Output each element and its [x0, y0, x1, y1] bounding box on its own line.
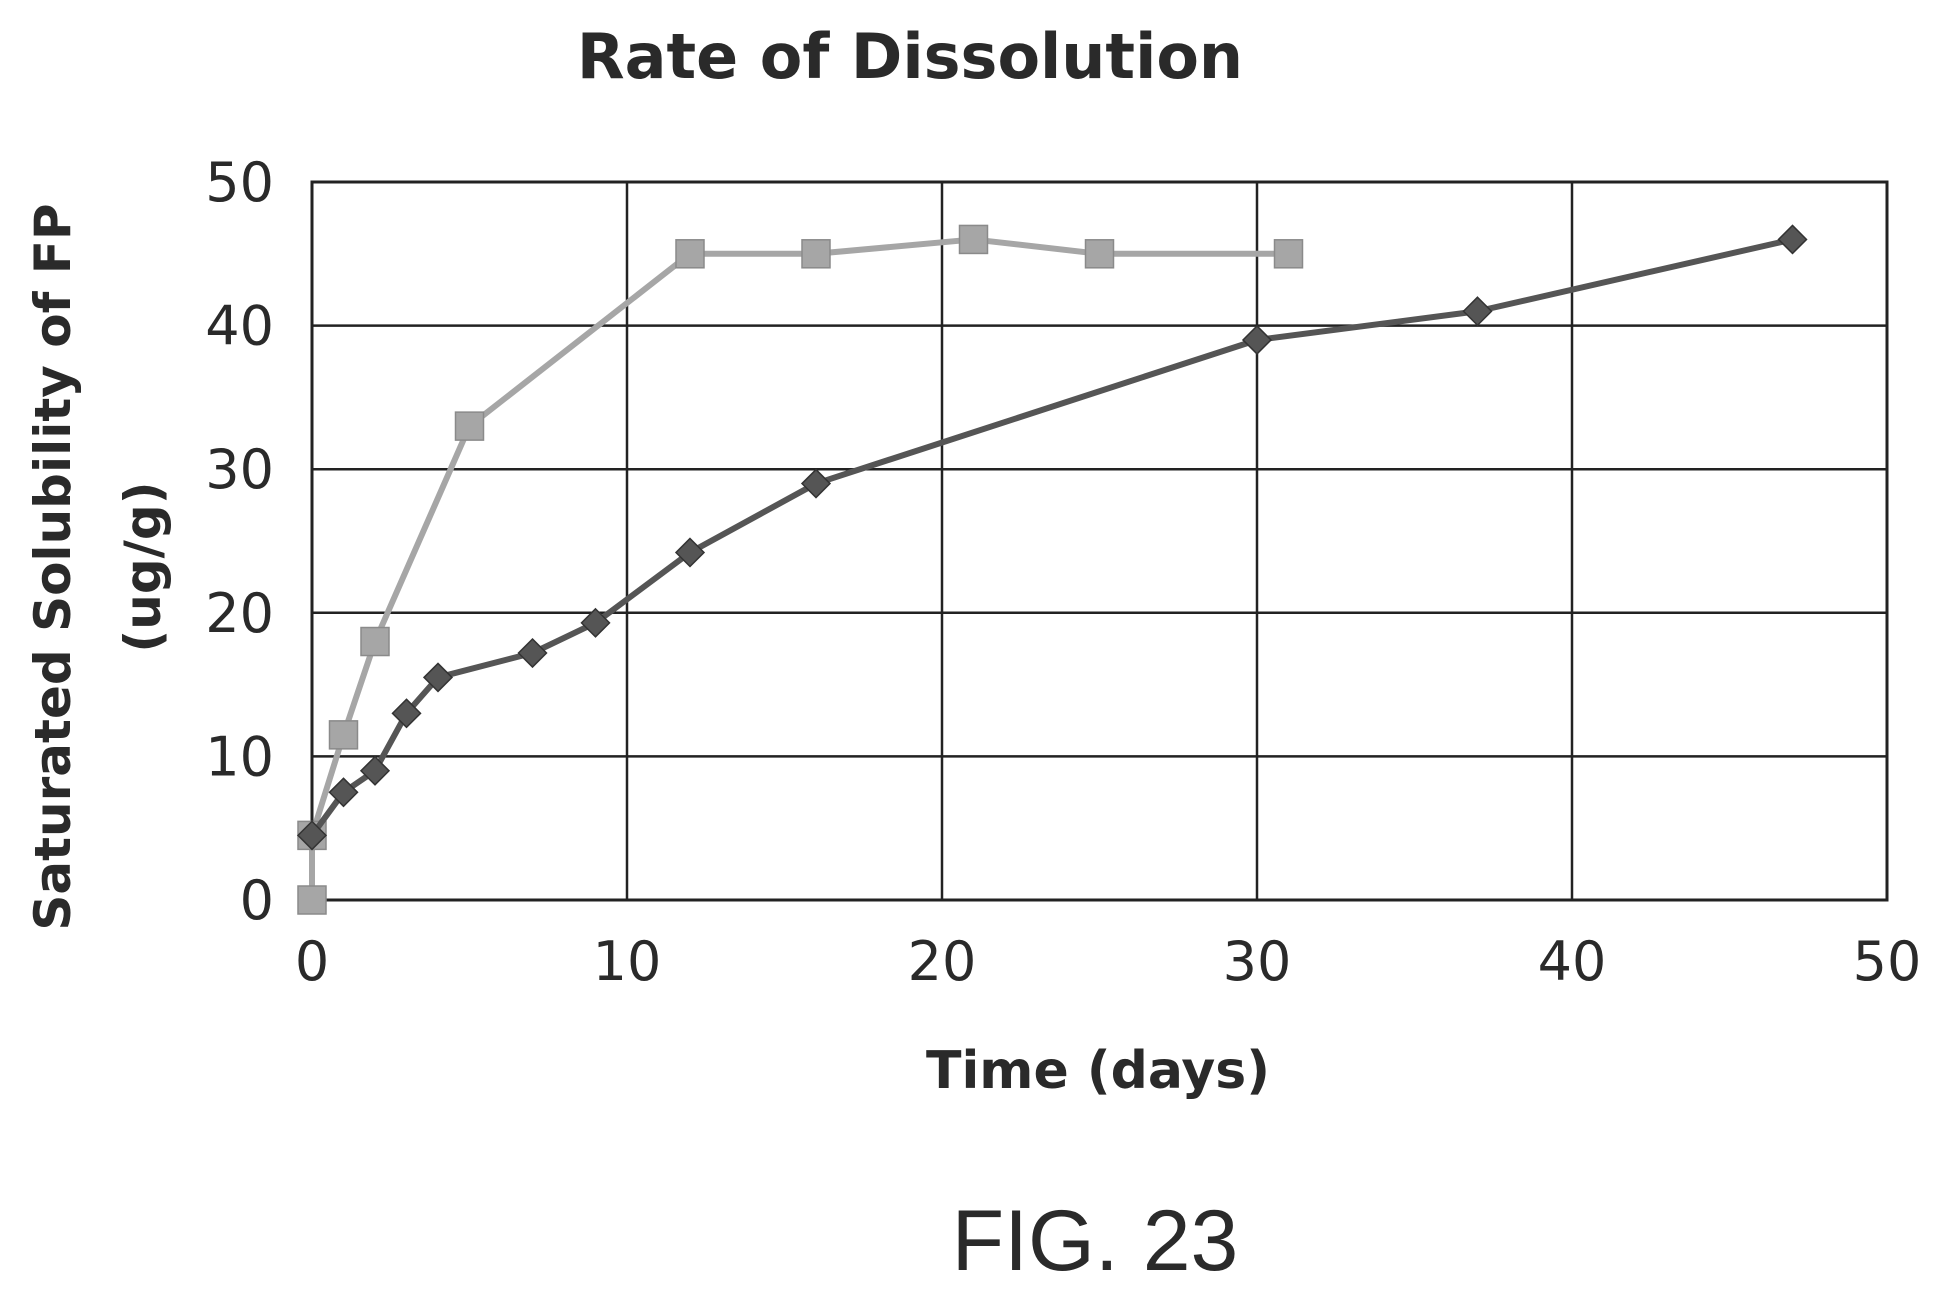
diamond-marker: [359, 755, 391, 786]
series-2: [296, 224, 1808, 851]
x-tick-label: 30: [1223, 930, 1292, 993]
series-line: [309, 236, 1289, 900]
y-tick-label: 20: [205, 582, 274, 645]
y-axis-label-line1: Saturated Solubility of FP: [24, 203, 82, 930]
diamond-marker: [674, 537, 706, 568]
y-tick-label: 10: [205, 725, 274, 788]
square-marker: [1273, 239, 1304, 269]
square-marker: [360, 626, 390, 657]
diamond-marker: [800, 468, 832, 499]
y-tick-label: 0: [240, 869, 274, 932]
y-tick-label: 40: [205, 295, 274, 358]
y-tick-label: 30: [205, 438, 274, 501]
diamond-marker: [1777, 224, 1808, 255]
y-axis-label-line2: (ug/g): [114, 481, 172, 652]
data-series: [296, 224, 1808, 915]
square-marker: [328, 720, 359, 750]
x-tick-label: 50: [1853, 930, 1922, 993]
diamond-marker: [1241, 324, 1273, 356]
x-tick-label: 0: [295, 930, 329, 993]
gridlines: [312, 182, 1887, 900]
square-marker: [958, 224, 989, 255]
y-tick-labels: 0 10 20 30 40 50: [205, 151, 274, 932]
diamond-marker: [422, 662, 454, 693]
square-marker: [675, 239, 705, 269]
diamond-marker: [1462, 296, 1493, 327]
figure-label: FIG. 23: [952, 1193, 1239, 1289]
diamond-marker: [391, 698, 422, 729]
square-marker: [297, 885, 327, 915]
x-tick-label: 10: [593, 930, 662, 993]
diamond-marker: [580, 607, 611, 638]
x-axis-label: Time (days): [926, 1041, 1270, 1101]
y-tick-label: 50: [205, 151, 274, 214]
diamond-marker: [296, 820, 328, 851]
diamond-marker: [328, 777, 359, 808]
x-tick-label: 40: [1538, 930, 1607, 993]
x-tick-labels: 0 10 20 30 40 50: [295, 930, 1922, 993]
chart-title: Rate of Dissolution: [577, 20, 1243, 93]
square-marker: [1084, 239, 1115, 269]
square-marker: [801, 239, 831, 269]
x-tick-label: 20: [908, 930, 977, 993]
square-marker: [454, 411, 485, 441]
plot-area: [310, 180, 1889, 902]
diamond-marker: [517, 637, 548, 669]
